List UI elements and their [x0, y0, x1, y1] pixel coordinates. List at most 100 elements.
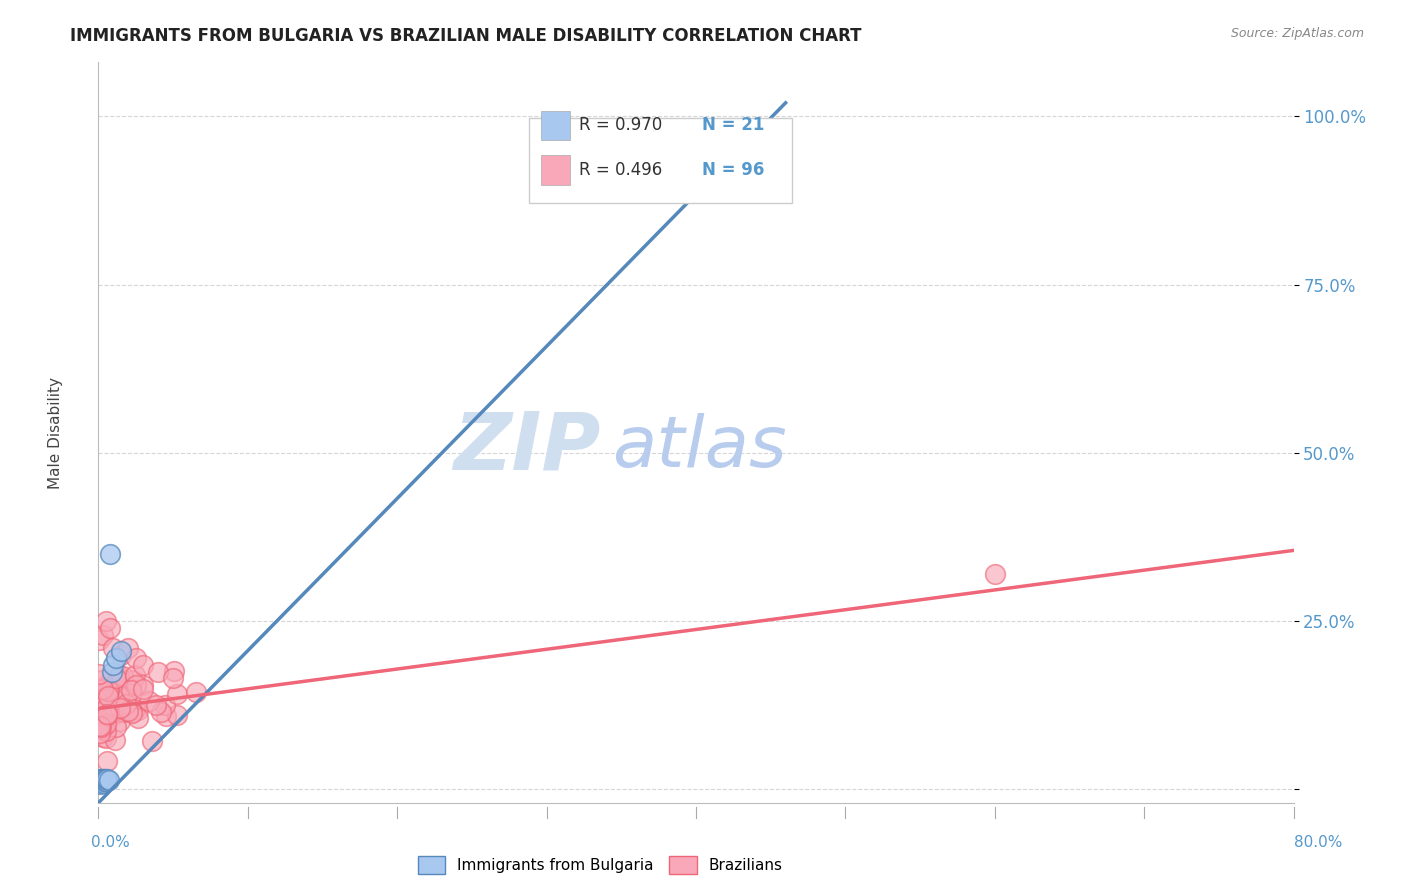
Point	[184, 684, 207, 698]
Point	[100, 710, 122, 724]
Point	[89, 697, 111, 711]
Point	[105, 721, 128, 735]
Point	[96, 772, 118, 787]
Point	[155, 709, 177, 723]
Point	[90, 694, 112, 708]
Text: 0.0%: 0.0%	[91, 836, 131, 850]
Point	[104, 692, 127, 706]
Point	[96, 700, 118, 714]
Point	[110, 644, 132, 658]
Point	[89, 719, 111, 733]
Point	[97, 684, 120, 698]
Point	[110, 701, 132, 715]
Point	[89, 698, 111, 712]
Point	[145, 698, 167, 712]
Point	[984, 566, 1007, 581]
Point	[90, 720, 112, 734]
Point	[97, 689, 120, 703]
Point	[90, 772, 112, 787]
Point	[104, 732, 127, 747]
Point	[91, 772, 114, 786]
Point	[90, 774, 112, 789]
Point	[98, 684, 121, 698]
Point	[96, 705, 118, 719]
Point	[94, 614, 117, 628]
Point	[98, 547, 122, 561]
Point	[103, 640, 125, 655]
Point	[132, 678, 155, 692]
Point	[98, 621, 122, 635]
Point	[148, 665, 170, 679]
Point	[96, 700, 118, 714]
Point	[89, 774, 111, 789]
Point	[89, 726, 111, 740]
Point	[101, 665, 124, 679]
Point	[96, 708, 118, 723]
Point	[91, 627, 114, 641]
Point	[122, 673, 145, 687]
Point	[124, 667, 146, 681]
Point	[124, 701, 146, 715]
Point	[104, 671, 127, 685]
Point	[132, 681, 155, 696]
Point	[105, 651, 128, 665]
Point	[138, 693, 160, 707]
Point	[91, 702, 114, 716]
Point	[94, 772, 117, 786]
Point	[108, 714, 131, 728]
Point	[162, 671, 184, 685]
Text: 80.0%: 80.0%	[1295, 836, 1343, 850]
Point	[125, 678, 148, 692]
Point	[90, 692, 112, 706]
Point	[93, 696, 115, 710]
Point	[94, 773, 117, 788]
Point	[94, 720, 117, 734]
Point	[111, 669, 134, 683]
Point	[90, 673, 112, 687]
Point	[94, 716, 117, 731]
Point	[89, 667, 111, 681]
Point	[91, 709, 114, 723]
Point	[89, 633, 111, 648]
Point	[91, 722, 114, 736]
Text: N = 96: N = 96	[702, 161, 765, 178]
Point	[141, 734, 163, 748]
Point	[94, 731, 117, 745]
FancyBboxPatch shape	[529, 118, 792, 203]
Point	[108, 689, 131, 703]
Point	[101, 690, 124, 704]
Point	[94, 723, 117, 738]
Point	[115, 697, 138, 711]
Point	[97, 708, 120, 723]
Point	[96, 754, 118, 768]
Point	[97, 772, 120, 787]
Point	[93, 774, 115, 789]
Point	[100, 706, 122, 720]
Point	[90, 773, 112, 788]
Point	[90, 686, 112, 700]
Text: R = 0.970: R = 0.970	[579, 116, 662, 135]
Point	[115, 690, 138, 705]
Point	[125, 651, 148, 665]
Point	[166, 707, 188, 722]
Point	[93, 772, 115, 787]
Text: IMMIGRANTS FROM BULGARIA VS BRAZILIAN MALE DISABILITY CORRELATION CHART: IMMIGRANTS FROM BULGARIA VS BRAZILIAN MA…	[70, 27, 862, 45]
Point	[89, 694, 111, 708]
Point	[89, 719, 111, 733]
Point	[108, 705, 131, 719]
Point	[121, 705, 143, 719]
Point	[91, 721, 114, 735]
Point	[117, 704, 139, 718]
Point	[91, 687, 114, 701]
Point	[127, 703, 149, 717]
Point	[112, 706, 135, 720]
Point	[89, 775, 111, 789]
Legend: Immigrants from Bulgaria, Brazilians: Immigrants from Bulgaria, Brazilians	[412, 849, 789, 880]
Point	[93, 682, 115, 697]
Point	[96, 707, 118, 722]
Point	[107, 671, 129, 685]
Point	[150, 705, 173, 719]
Point	[90, 772, 112, 787]
Point	[89, 777, 111, 791]
Point	[89, 713, 111, 727]
